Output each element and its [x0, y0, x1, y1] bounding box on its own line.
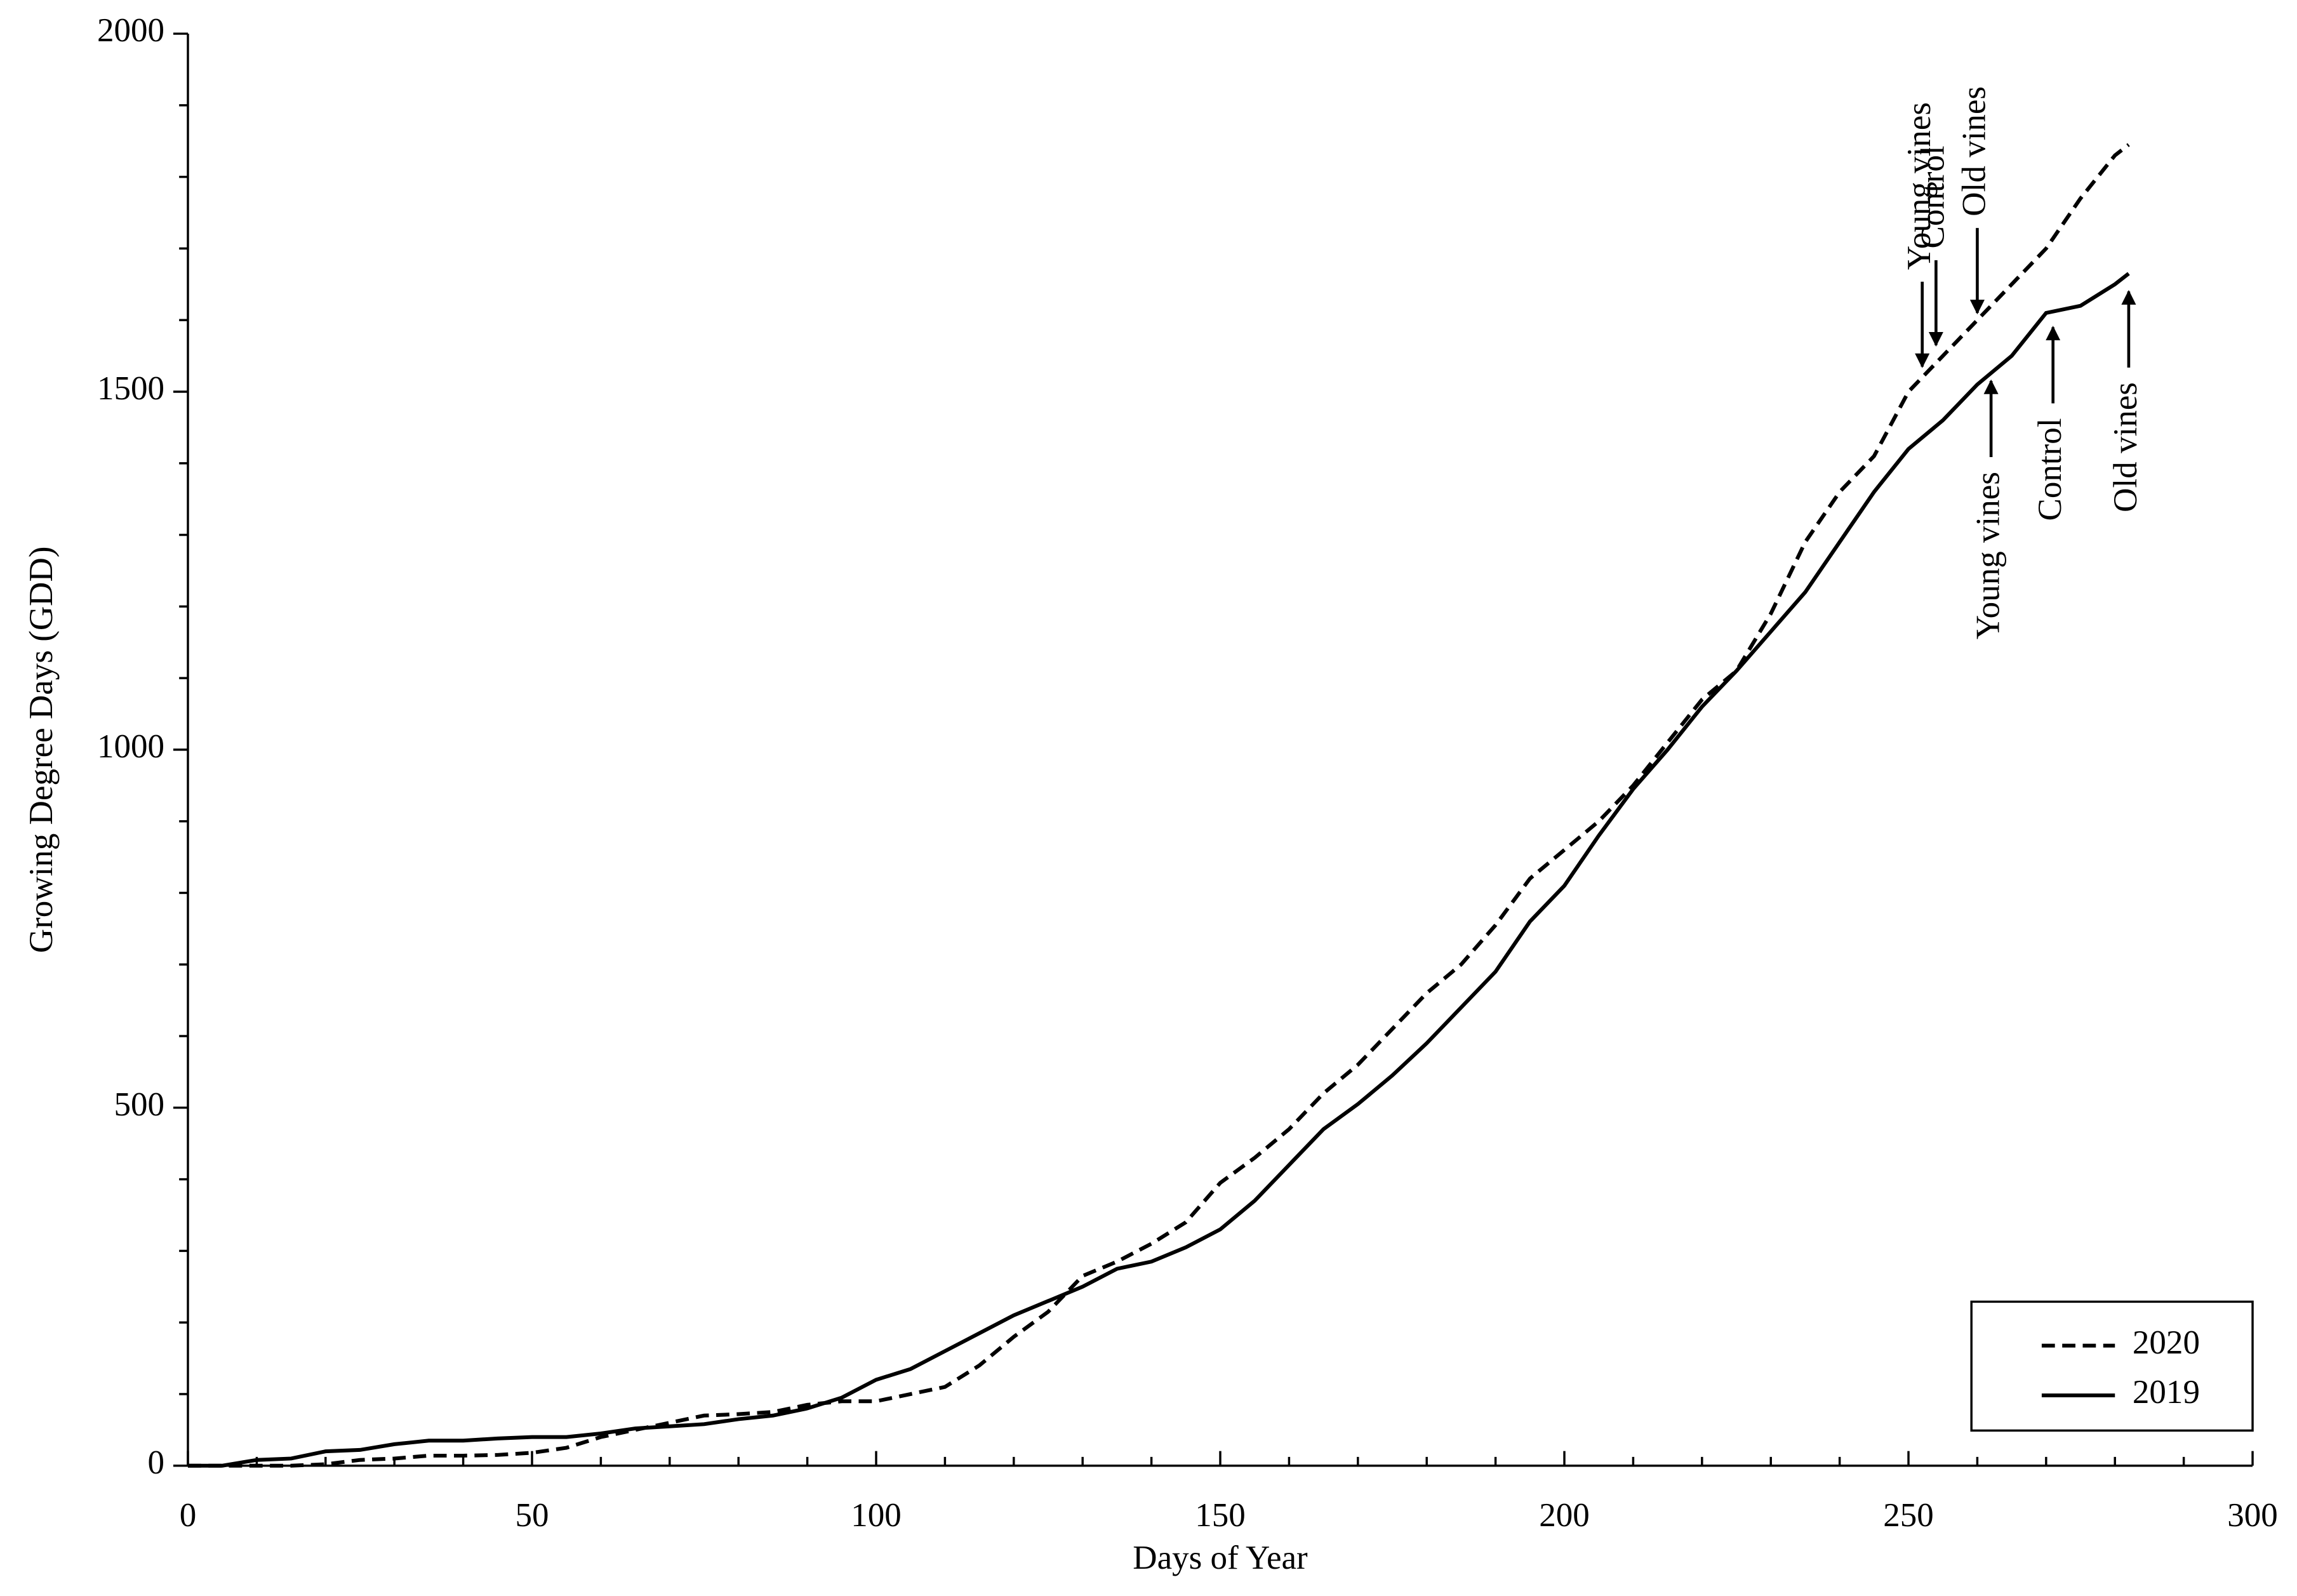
x-tick-label: 50: [515, 1497, 549, 1534]
line-series: [187, 143, 2130, 1468]
y-tick-label: 500: [114, 1086, 165, 1123]
x-axis-label: Days of Year: [1133, 1539, 1308, 1576]
x-tick-label: 0: [180, 1497, 197, 1534]
y-tick-label: 1500: [97, 370, 164, 407]
annotation: Control: [2032, 418, 2068, 521]
x-tick-label: 100: [851, 1497, 902, 1534]
y-tick-label: 0: [148, 1444, 165, 1481]
annotation: Control: [1915, 145, 1952, 248]
x-tick-label: 300: [2227, 1497, 2278, 1534]
x-tick-label: 250: [1883, 1497, 1934, 1534]
y-tick-label: 2000: [97, 12, 164, 49]
x-tick-label: 200: [1539, 1497, 1590, 1534]
line-series: [187, 272, 2130, 1468]
y-tick-label: 1000: [97, 728, 164, 765]
legend-box: [1970, 1300, 2254, 1432]
x-tick-label: 150: [1195, 1497, 1246, 1534]
y-axis-label: Growing Degree Days (GDD): [23, 547, 60, 954]
annotation: Young vines: [1969, 472, 2006, 639]
annotation: Young vines: [1901, 102, 1938, 270]
legend-label: 2020: [2133, 1324, 2200, 1361]
legend-label: 2019: [2133, 1374, 2200, 1411]
annotation: Old vines: [1956, 86, 1993, 216]
annotation: Old vines: [2107, 382, 2144, 512]
